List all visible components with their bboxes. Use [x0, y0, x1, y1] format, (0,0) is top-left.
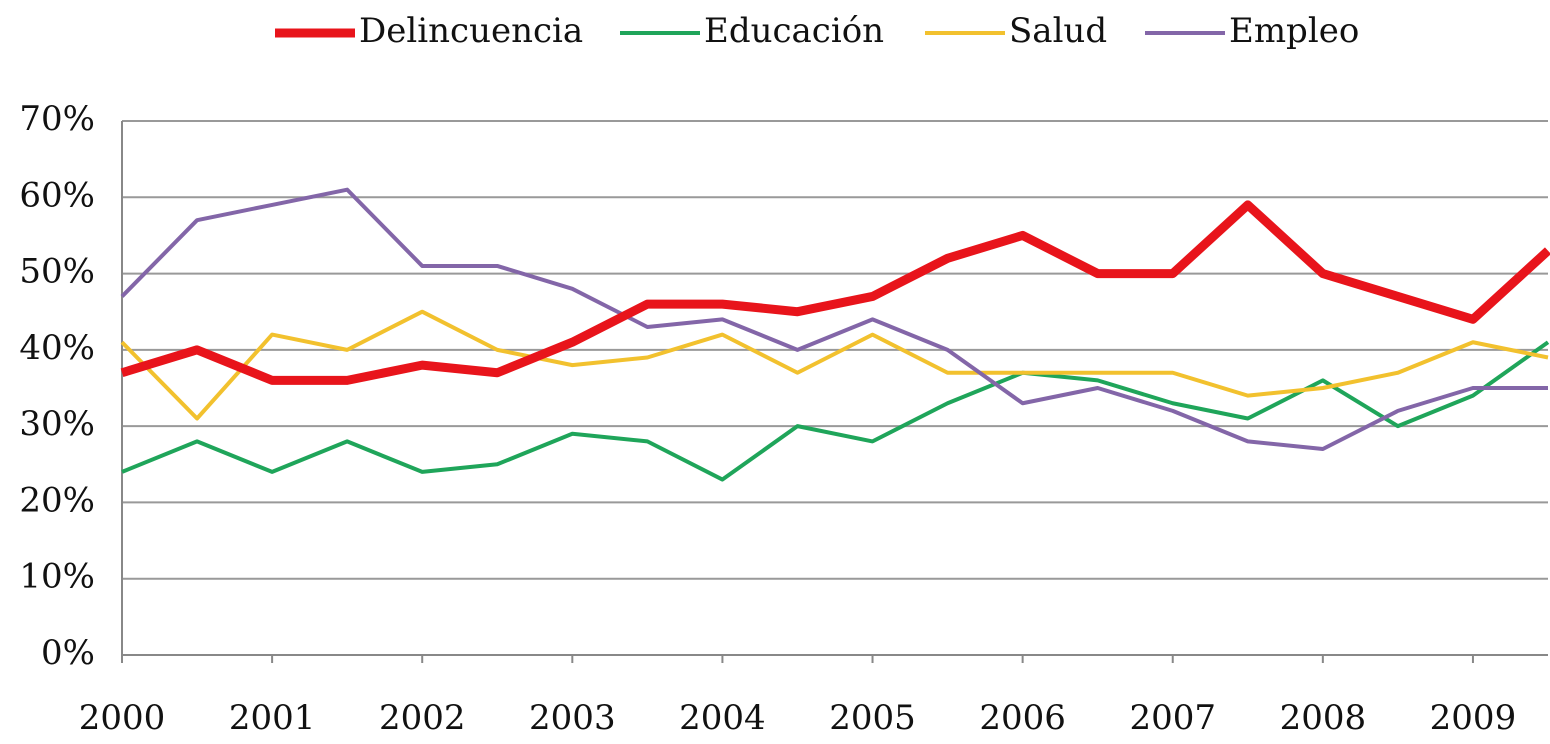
x-tick-label: 2001	[229, 698, 316, 738]
y-tick-label: 30%	[19, 404, 95, 444]
x-tick-label: 2009	[1430, 698, 1517, 738]
x-tick-label: 2000	[79, 698, 166, 738]
series-line	[121, 340, 1550, 482]
legend-label: Empleo	[1229, 11, 1359, 51]
y-tick-label: 10%	[19, 557, 95, 597]
legend-label: Educación	[704, 11, 884, 51]
x-tick-label: 2006	[979, 698, 1066, 738]
y-tick-label: 50%	[19, 252, 95, 292]
y-tick-label: 60%	[19, 175, 95, 215]
x-tick-label: 2004	[679, 698, 766, 738]
legend-label: Delincuencia	[359, 11, 583, 51]
y-tick-label: 0%	[41, 633, 95, 673]
x-tick-label: 2003	[529, 698, 616, 738]
y-tick-label: 40%	[19, 328, 95, 368]
y-tick-label: 20%	[19, 480, 95, 520]
series-line	[120, 187, 1548, 452]
y-tick-label: 70%	[19, 99, 95, 139]
legend-label: Salud	[1009, 11, 1107, 51]
x-tick-label: 2005	[829, 698, 916, 738]
x-tick-label: 2007	[1129, 698, 1216, 738]
series-line	[120, 309, 1549, 421]
series-line	[120, 200, 1550, 385]
x-tick-label: 2002	[379, 698, 466, 738]
x-tick-label: 2008	[1280, 698, 1367, 738]
